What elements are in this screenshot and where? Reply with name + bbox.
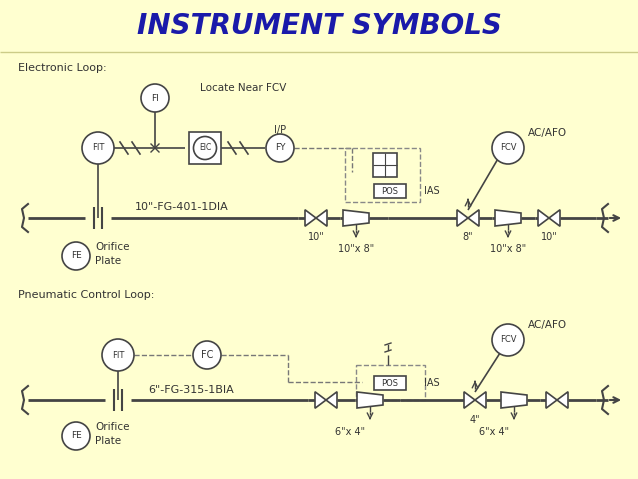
Circle shape [193, 137, 216, 160]
FancyBboxPatch shape [0, 0, 638, 52]
Text: FE: FE [71, 251, 82, 261]
Text: 10"-FG-401-1DIA: 10"-FG-401-1DIA [135, 202, 229, 212]
Text: Locate Near FCV: Locate Near FCV [200, 83, 286, 93]
Text: FCV: FCV [500, 335, 516, 344]
Text: 6"-FG-315-1BIA: 6"-FG-315-1BIA [148, 385, 234, 395]
Text: Orifice
Plate: Orifice Plate [95, 242, 130, 265]
Text: INSTRUMENT SYMBOLS: INSTRUMENT SYMBOLS [137, 12, 501, 40]
Text: AC/AFO: AC/AFO [528, 320, 567, 330]
Circle shape [62, 242, 90, 270]
Text: Orifice
Plate: Orifice Plate [95, 422, 130, 445]
Polygon shape [546, 392, 557, 408]
Text: POS: POS [382, 378, 399, 388]
Text: FY: FY [275, 144, 285, 152]
Polygon shape [316, 210, 327, 226]
Text: POS: POS [382, 186, 399, 195]
Circle shape [193, 341, 221, 369]
Circle shape [492, 132, 524, 164]
Text: 6"x 4": 6"x 4" [479, 427, 509, 437]
Text: Pneumatic Control Loop:: Pneumatic Control Loop: [18, 290, 154, 300]
Text: 4": 4" [470, 415, 480, 425]
Polygon shape [549, 210, 560, 226]
Text: FE: FE [71, 432, 82, 441]
Text: FI: FI [151, 93, 159, 103]
Text: AC/AFO: AC/AFO [528, 128, 567, 138]
Text: 10": 10" [540, 232, 558, 242]
Polygon shape [343, 210, 369, 226]
Circle shape [141, 84, 169, 112]
Text: 10"x 8": 10"x 8" [338, 244, 374, 254]
Polygon shape [557, 392, 568, 408]
Circle shape [62, 422, 90, 450]
Polygon shape [326, 392, 337, 408]
Text: FCV: FCV [500, 144, 516, 152]
FancyBboxPatch shape [373, 153, 397, 177]
Text: 6"x 4": 6"x 4" [335, 427, 365, 437]
Circle shape [492, 324, 524, 356]
Text: 10": 10" [308, 232, 324, 242]
Text: IAS: IAS [424, 378, 440, 388]
Text: EIC: EIC [199, 144, 211, 152]
Polygon shape [468, 210, 479, 226]
Circle shape [266, 134, 294, 162]
FancyBboxPatch shape [189, 132, 221, 164]
Text: FIT: FIT [112, 351, 124, 360]
Polygon shape [464, 392, 475, 408]
FancyBboxPatch shape [374, 376, 406, 390]
Text: FC: FC [201, 350, 213, 360]
Polygon shape [315, 392, 326, 408]
Polygon shape [495, 210, 521, 226]
Polygon shape [475, 392, 486, 408]
Circle shape [82, 132, 114, 164]
Text: Electronic Loop:: Electronic Loop: [18, 63, 107, 73]
Text: 8": 8" [463, 232, 473, 242]
Text: FIT: FIT [92, 144, 104, 152]
Polygon shape [538, 210, 549, 226]
Text: IAS: IAS [424, 186, 440, 196]
Polygon shape [501, 392, 527, 408]
Polygon shape [305, 210, 316, 226]
Polygon shape [357, 392, 383, 408]
Polygon shape [457, 210, 468, 226]
FancyBboxPatch shape [374, 184, 406, 198]
Text: I/P: I/P [274, 125, 286, 135]
Text: 10"x 8": 10"x 8" [490, 244, 526, 254]
Circle shape [102, 339, 134, 371]
